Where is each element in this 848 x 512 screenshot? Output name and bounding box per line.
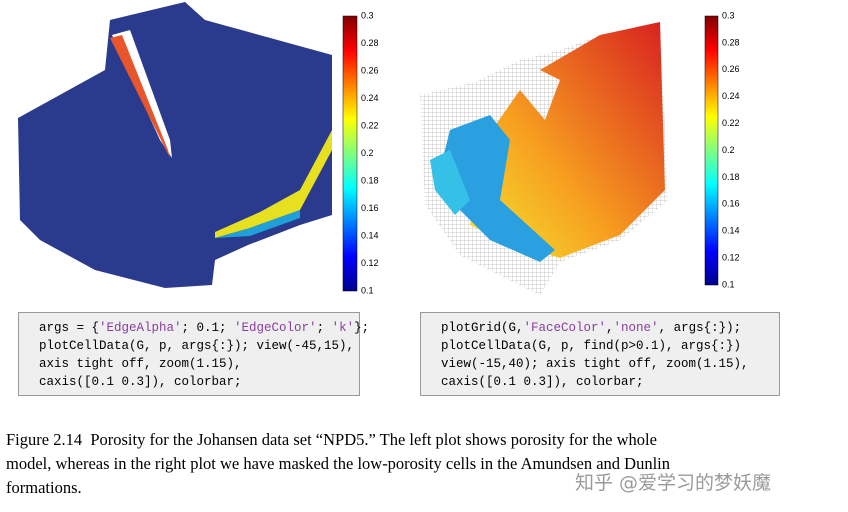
code-token: plotGrid(G, xyxy=(441,321,524,335)
code-token: , xyxy=(606,321,614,335)
caption-line: formations. xyxy=(6,478,82,497)
colorbar-tick-label: 0.16 xyxy=(361,203,379,213)
code-line: args = {'EdgeAlpha'; 0.1; 'EdgeColor'; '… xyxy=(39,319,369,337)
code-token: plotCellData(G, p, args{:}); view(-45,15… xyxy=(39,339,355,353)
code-token: , args{:}); xyxy=(658,321,742,335)
colorbar-tick-label: 0.14 xyxy=(722,226,740,236)
colorbar-tick-label: 0.3 xyxy=(361,10,374,20)
caption-line: model, whereas in the right plot we have… xyxy=(6,454,670,473)
caption: Figure 2.14 Porosity for the Johansen da… xyxy=(6,428,670,500)
code-line: view(-15,40); axis tight off, zoom(1.15)… xyxy=(441,355,779,373)
colorbar-tick-label: 0.26 xyxy=(722,64,740,74)
right-colorbar: 0.3 0.28 0.26 0.24 0.22 0.2 0.18 0.16 0.14 0.12 0.… xyxy=(704,10,740,289)
colorbar-tick-label: 0.18 xyxy=(361,175,379,185)
colorbar-tick-label: 0.22 xyxy=(722,118,740,128)
code-token: axis tight off, zoom(1.15), xyxy=(39,357,242,371)
code-token: 'EdgeAlpha' xyxy=(99,321,182,335)
code-token: 'FaceColor' xyxy=(523,321,607,335)
code-box: args = {'EdgeAlpha'; 0.1; 'EdgeColor'; '… xyxy=(18,312,369,396)
code-token: caxis([0.1 0.3]), colorbar; xyxy=(441,375,644,389)
code-token: view(-15,40); axis tight off, zoom(1.15)… xyxy=(441,357,749,371)
colorbar-tick-label: 0.14 xyxy=(361,230,379,240)
code-line: caxis([0.1 0.3]), colorbar; xyxy=(441,373,779,391)
colorbar-tick-label: 0.28 xyxy=(722,37,740,47)
colorbar-tick-label: 0.2 xyxy=(722,145,735,155)
code-token: 'none' xyxy=(613,321,659,335)
code-line: plotCellData(G, p, args{:}); view(-45,15… xyxy=(39,337,359,355)
code-token: 'k' xyxy=(331,321,355,335)
colorbar-tick-label: 0.22 xyxy=(361,120,379,130)
colorbar-tick-label: 0.1 xyxy=(722,279,735,289)
colorbar-tick-label: 0.16 xyxy=(722,199,740,209)
code-token: plotCellData(G, p, find(p>0.1), args{:}) xyxy=(441,339,742,353)
colorbar-tick-label: 0.28 xyxy=(361,38,379,48)
code-box: plotGrid(G,'FaceColor','none', args{:});… xyxy=(420,312,780,396)
code-line: caxis([0.1 0.3]), colorbar; xyxy=(39,373,359,391)
left-plot xyxy=(18,2,332,288)
code-line: plotCellData(G, p, find(p>0.1), args{:}) xyxy=(441,337,779,355)
code-token: 'EdgeColor' xyxy=(234,321,317,335)
left-colorbar: 0.3 0.28 0.26 0.24 0.22 0.2 0.18 0.16 0.14 0.12 0.… xyxy=(342,10,379,295)
colorbar-tick-label: 0.12 xyxy=(361,258,379,268)
colorbar-tick-label: 0.24 xyxy=(722,91,740,101)
code-line: plotGrid(G,'FaceColor','none', args{:}); xyxy=(441,319,779,337)
colorbar-tick-label: 0.12 xyxy=(722,252,740,262)
caption-line: Figure 2.14 Porosity for the Johansen da… xyxy=(6,430,657,449)
colorbar-tick-label: 0.26 xyxy=(361,65,379,75)
colorbar-tick-label: 0.2 xyxy=(361,148,374,158)
colorbar-tick-label: 0.3 xyxy=(722,10,735,20)
right-plot xyxy=(420,22,668,295)
code-token: caxis([0.1 0.3]), colorbar; xyxy=(39,375,242,389)
colorbar-tick-label: 0.24 xyxy=(361,93,379,103)
watermark: 知乎 @爱学习的梦妖魔 xyxy=(575,472,772,494)
code-token: ; xyxy=(316,321,332,335)
code-token: args = { xyxy=(39,321,100,335)
code-line: axis tight off, zoom(1.15), xyxy=(39,355,359,373)
code-token: }; xyxy=(354,321,370,335)
code-token: ; 0.1; xyxy=(181,321,235,335)
colorbar-tick-label: 0.18 xyxy=(722,172,740,182)
colorbar-tick-label: 0.1 xyxy=(361,285,374,295)
